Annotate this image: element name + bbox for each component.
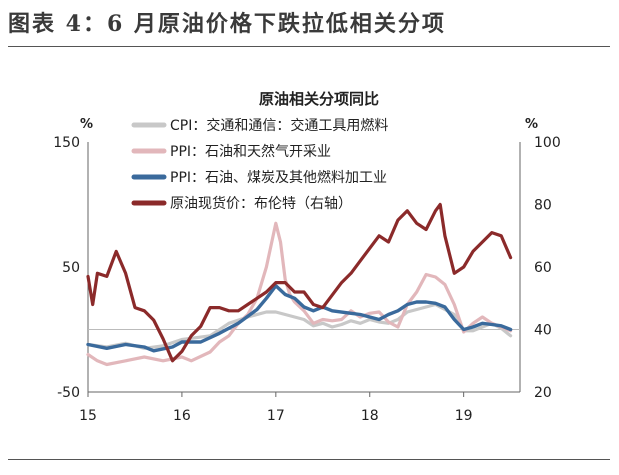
top-rule: [8, 46, 610, 47]
left-tick-label: 50: [62, 260, 80, 276]
legend-label: PPI：石油和天然气开采业: [170, 143, 331, 160]
series-line-brent: [86, 202, 513, 363]
x-tick-label: 16: [173, 408, 191, 424]
axes: 150 50 -50 100 80 60 40 20 15 16 17 18 19: [53, 135, 560, 424]
left-axis-unit: %: [80, 117, 93, 132]
right-axis-unit: %: [525, 117, 538, 132]
series-lines: [86, 202, 513, 367]
right-tick-label: 80: [534, 198, 552, 214]
left-tick-label: 150: [53, 135, 80, 151]
left-tick-label: -50: [57, 385, 80, 401]
x-tick-label: 19: [455, 408, 473, 424]
x-tick-label: 18: [361, 408, 379, 424]
chart-title: 原油相关分项同比: [259, 90, 379, 108]
legend: CPI：交通和通信：交通工具用燃料 PPI：石油和天然气开采业 PPI：石油、煤炭及…: [131, 117, 388, 212]
figure-title: 图表 4：6 月原油价格下跌拉低相关分项: [8, 11, 446, 37]
right-tick-label: 100: [534, 135, 561, 151]
series-line-ppi-oil-gas: [86, 221, 513, 367]
legend-label: CPI：交通和通信：交通工具用燃料: [170, 117, 388, 134]
legend-label: PPI：石油、煤炭及其他燃料加工业: [170, 169, 387, 186]
bottom-rule: [8, 459, 610, 460]
right-tick-label: 40: [534, 323, 552, 339]
x-tick-label: 17: [267, 408, 285, 424]
x-tick-label: 15: [79, 408, 97, 424]
series-line-ppi-fuel-processing: [86, 284, 513, 353]
right-tick-label: 60: [534, 260, 552, 276]
legend-label: 原油现货价：布伦特（右轴）: [170, 195, 352, 212]
right-tick-label: 20: [534, 385, 552, 401]
